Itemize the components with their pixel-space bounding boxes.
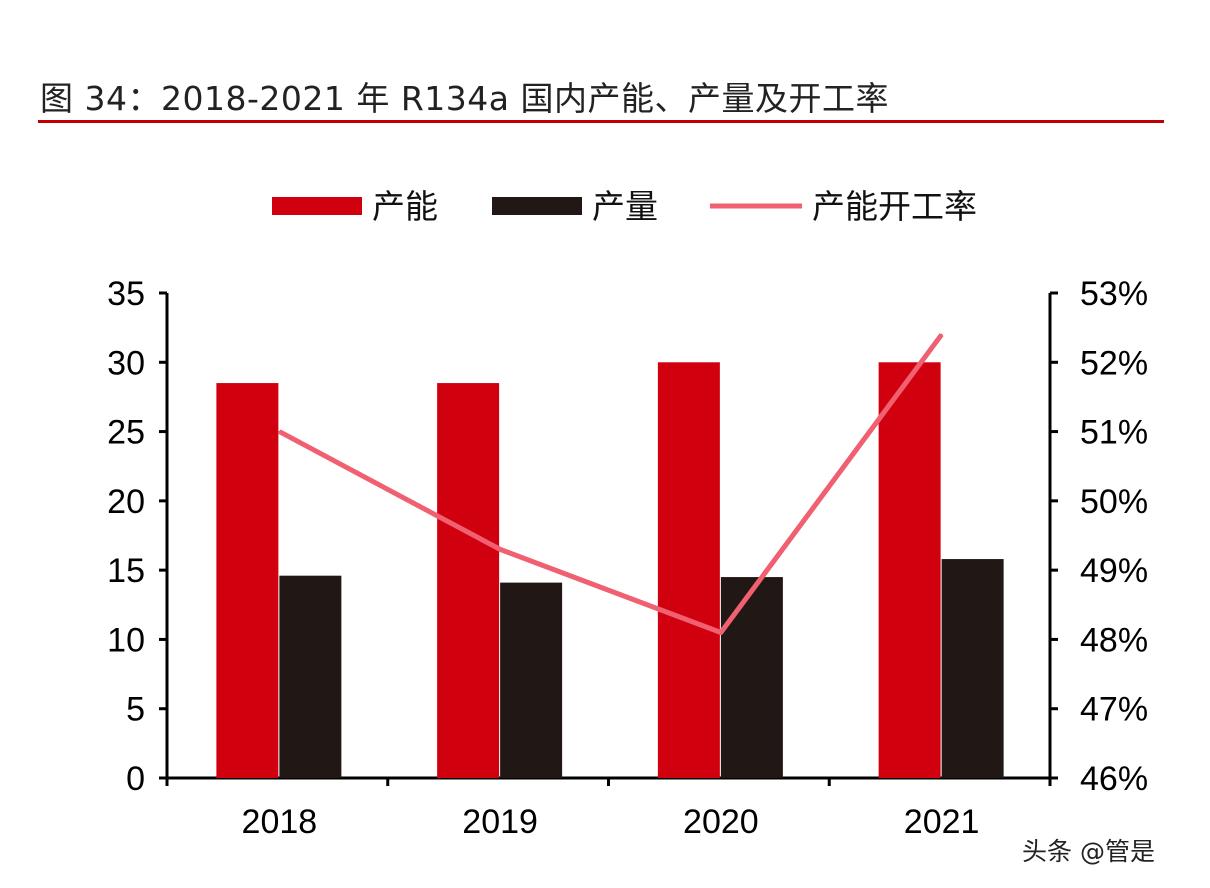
bar-产量-2021 [941, 559, 1004, 778]
legend-swatch [492, 197, 582, 215]
legend-label: 产能 [372, 188, 438, 225]
right-tick-label: 52% [1080, 344, 1148, 382]
right-tick-label: 49% [1080, 552, 1148, 590]
chart-title: 图 34：2018-2021 年 R134a 国内产能、产量及开工率 [40, 79, 889, 118]
bar-产能-2019 [437, 383, 500, 778]
left-tick-label: 15 [107, 552, 145, 590]
left-tick-label: 20 [107, 483, 145, 521]
line-point-2019 [499, 548, 502, 551]
right-tick-label: 51% [1080, 414, 1148, 452]
left-tick-label: 35 [107, 275, 145, 313]
right-tick-label: 47% [1080, 691, 1148, 729]
line-point-2021 [940, 333, 943, 336]
right-tick-label: 53% [1080, 275, 1148, 313]
bar-产能-2020 [657, 362, 720, 778]
watermark: 头条 @管是 [1022, 837, 1155, 866]
title-divider [38, 120, 1164, 123]
legend-label: 产量 [592, 188, 658, 225]
left-tick-label: 5 [126, 691, 145, 729]
line-point-2018 [278, 430, 281, 433]
line-point-2020 [719, 631, 722, 634]
right-tick-label: 48% [1080, 621, 1148, 659]
left-tick-label: 10 [107, 621, 145, 659]
left-tick-label: 25 [107, 414, 145, 452]
x-tick-label: 2019 [462, 803, 538, 841]
x-tick-label: 2021 [904, 803, 980, 841]
legend-label: 产能开工率 [812, 188, 977, 225]
legend-swatch [272, 197, 362, 215]
bar-产能-2018 [216, 383, 279, 778]
bar-产量-2018 [279, 575, 342, 778]
right-tick-label: 46% [1080, 760, 1148, 798]
bar-产能-2021 [878, 362, 941, 778]
bar-产量-2019 [500, 582, 563, 778]
x-tick-label: 2020 [683, 803, 759, 841]
x-tick-label: 2018 [242, 803, 318, 841]
bar-产量-2020 [720, 577, 783, 778]
right-tick-label: 50% [1080, 483, 1148, 521]
line-series [278, 333, 944, 635]
left-tick-label: 0 [126, 760, 145, 798]
left-tick-label: 30 [107, 344, 145, 382]
